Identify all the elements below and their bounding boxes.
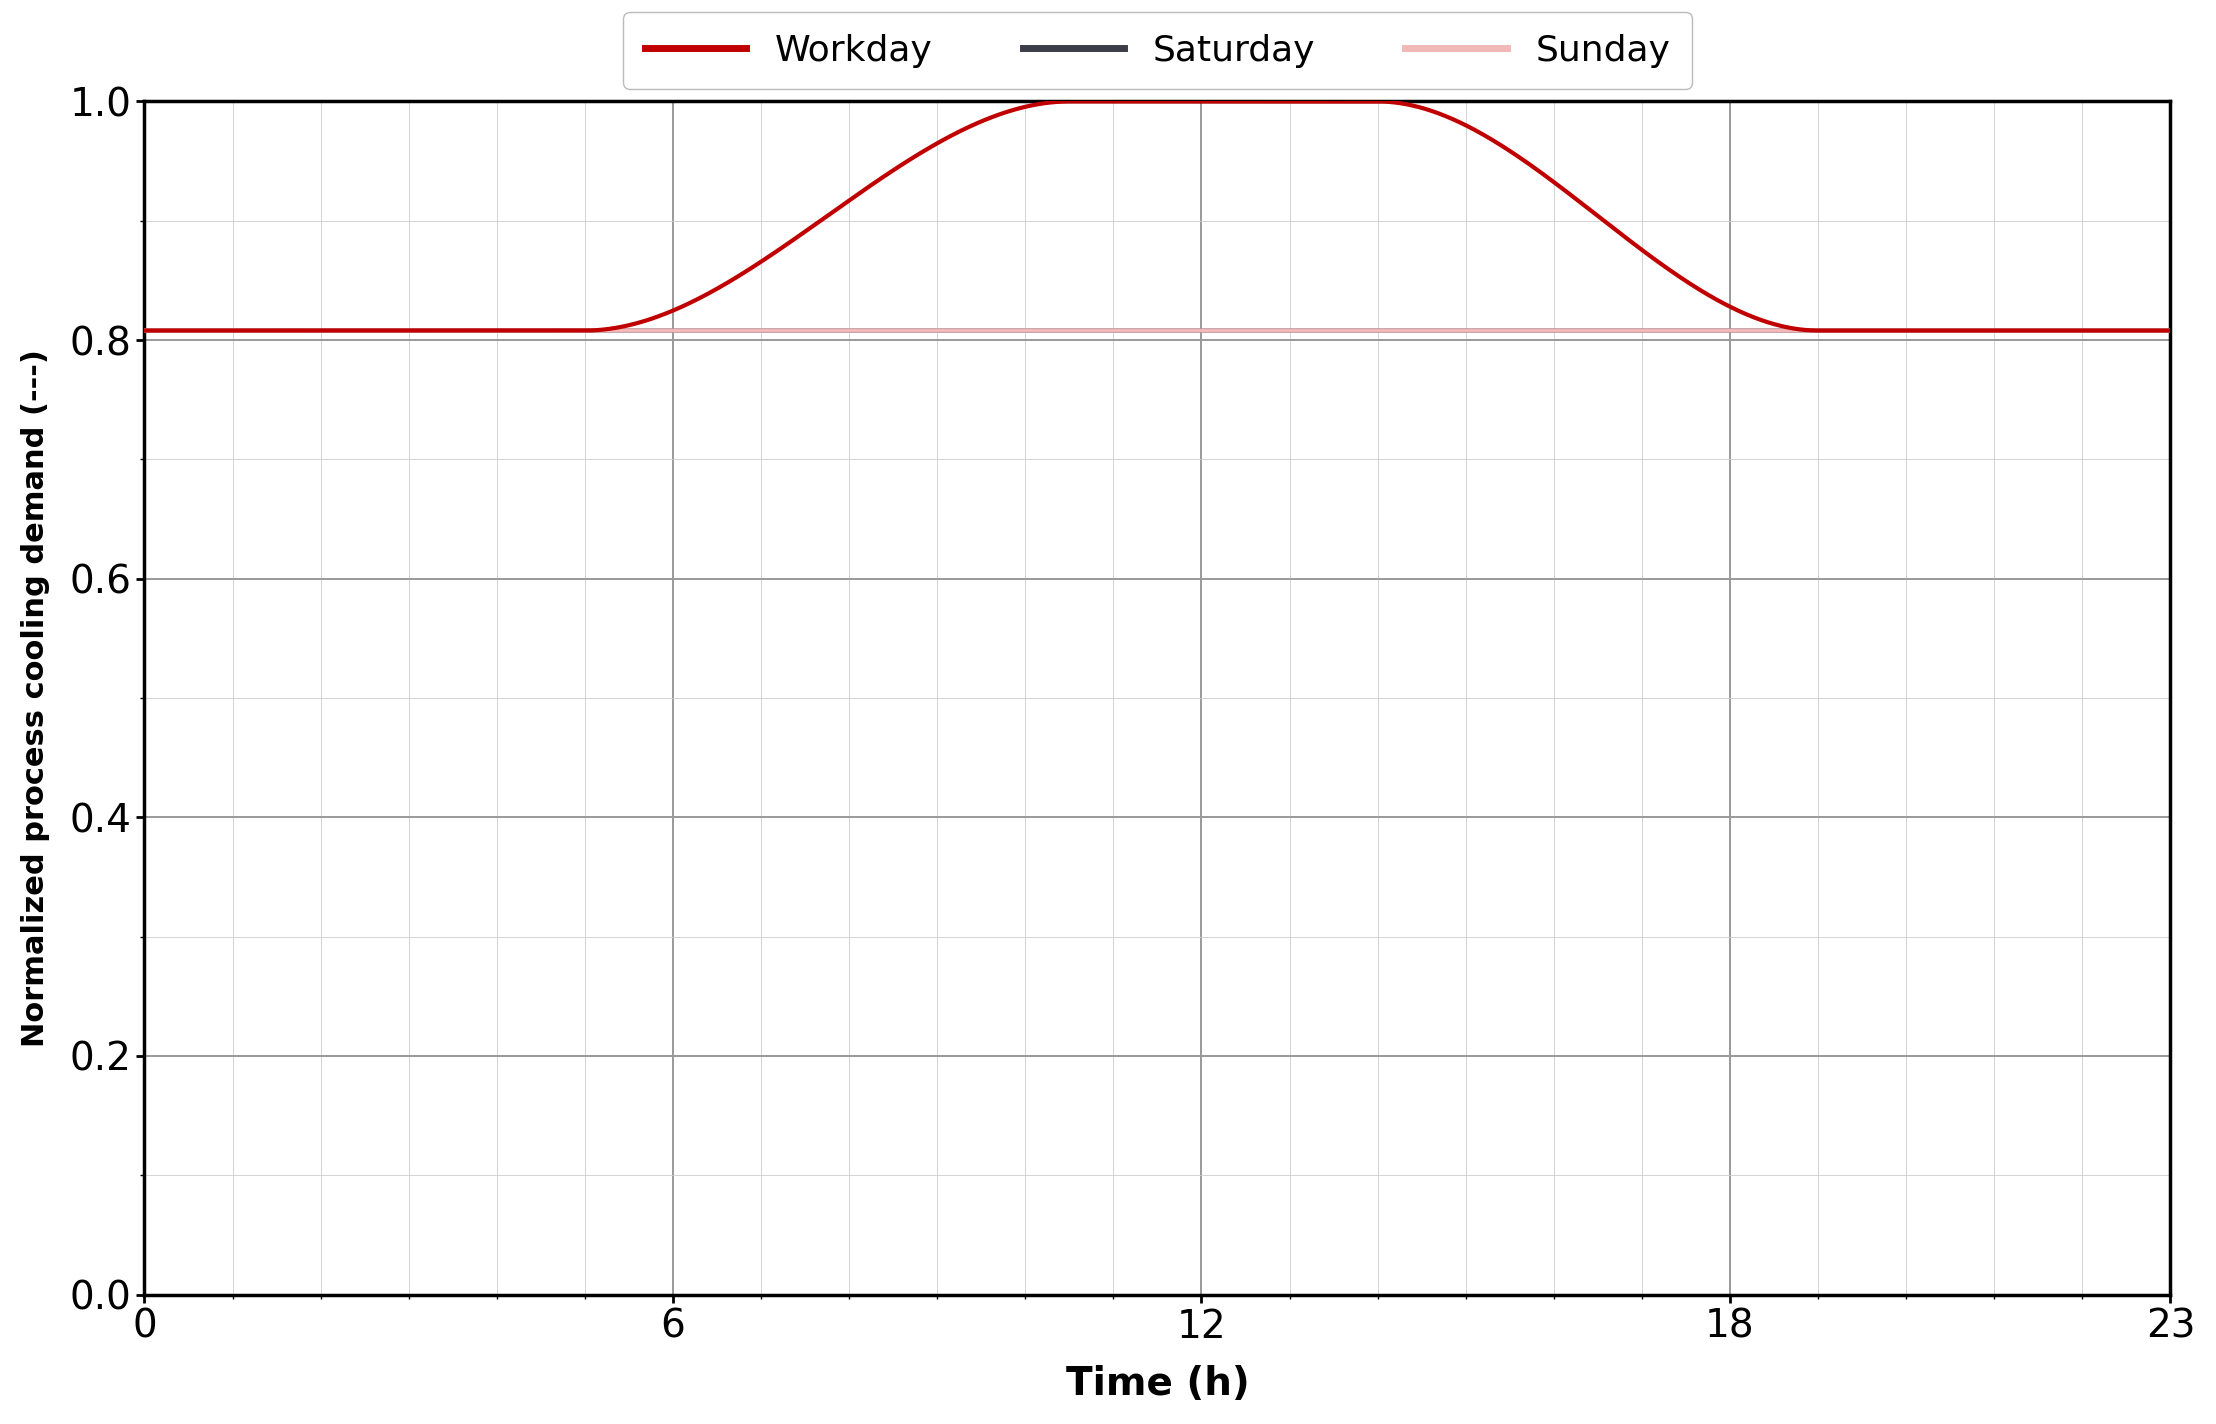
X-axis label: Time (h): Time (h) bbox=[1066, 1366, 1250, 1403]
Legend: Workday, Saturday, Sunday: Workday, Saturday, Sunday bbox=[623, 13, 1693, 90]
Y-axis label: Normalized process cooling demand (---): Normalized process cooling demand (---) bbox=[20, 349, 49, 1047]
